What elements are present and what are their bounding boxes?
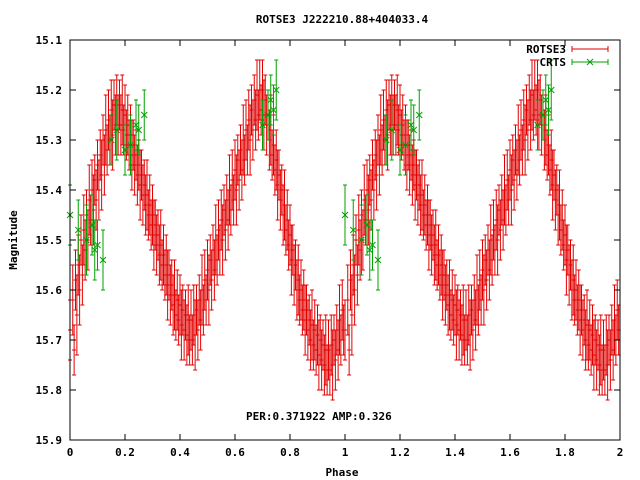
x-tick-label: 0.4 xyxy=(170,446,190,459)
data-point-crts xyxy=(547,59,555,121)
y-tick-label: 15.9 xyxy=(36,434,63,447)
data-point-rotse3 xyxy=(92,154,97,206)
data-point-crts xyxy=(402,114,409,176)
data-point-crts xyxy=(259,99,266,151)
data-point-crts xyxy=(542,74,550,126)
y-tick-label: 15.6 xyxy=(36,284,63,297)
x-axis-ticks: 0 0.2 0.4 0.6 0.8 1 1.2 1.4 1.6 1.8 2 xyxy=(67,40,624,459)
y-tick-label: 15.5 xyxy=(36,234,63,247)
data-point-crts xyxy=(113,99,121,161)
data-point-rotse3 xyxy=(187,314,192,366)
chart-title: ROTSE3 J222210.88+404033.4 xyxy=(256,13,429,26)
data-point-crts xyxy=(349,199,357,261)
data-point-rotse3 xyxy=(341,304,346,356)
data-point-crts xyxy=(267,74,275,126)
x-tick-label: 1 xyxy=(342,446,349,459)
y-tick-label: 15.8 xyxy=(36,384,63,397)
y-axis-label: Magnitude xyxy=(7,210,20,270)
data-point-rotse3 xyxy=(373,129,378,181)
legend: ROTSE3 CRTS xyxy=(526,43,609,69)
data-point-rotse3 xyxy=(347,324,352,376)
data-point-crts xyxy=(83,204,90,276)
legend-symbol-rotse3 xyxy=(571,46,609,52)
x-tick-label: 1.8 xyxy=(555,446,575,459)
period-amplitude-annotation: PER:0.371922 AMP:0.326 xyxy=(246,410,392,423)
data-point-crts xyxy=(415,89,423,141)
data-point-crts xyxy=(91,219,99,281)
data-point-rotse3 xyxy=(79,214,83,266)
x-tick-label: 0.2 xyxy=(115,446,135,459)
x-tick-label: 1.4 xyxy=(445,446,465,459)
data-point-rotse3 xyxy=(253,89,258,151)
data-point-crts xyxy=(363,194,371,256)
data-point-rotse3 xyxy=(103,94,108,166)
x-tick-label: 1.2 xyxy=(390,446,410,459)
plot-data xyxy=(66,59,621,401)
data-point-crts xyxy=(369,219,376,271)
data-point-crts xyxy=(410,104,418,156)
legend-label-crts: CRTS xyxy=(540,56,567,69)
data-point-rotse3 xyxy=(72,324,77,376)
data-point-crts xyxy=(99,229,107,291)
y-tick-label: 15.4 xyxy=(36,184,63,197)
data-point-crts xyxy=(534,99,541,151)
data-point-crts xyxy=(127,114,134,176)
data-point-rotse3 xyxy=(418,174,423,236)
data-point-crts xyxy=(135,104,143,156)
data-point-rotse3 xyxy=(311,319,316,371)
x-tick-label: 0.8 xyxy=(280,446,300,459)
data-point-rotse3 xyxy=(334,304,339,356)
data-point-crts xyxy=(270,84,277,136)
legend-symbol-crts xyxy=(571,58,609,66)
data-point-crts xyxy=(74,199,82,261)
data-point-crts xyxy=(264,89,272,141)
y-tick-label: 15.7 xyxy=(36,334,63,347)
data-point-crts xyxy=(358,204,365,276)
data-point-crts xyxy=(94,219,101,271)
data-point-rotse3 xyxy=(367,154,372,206)
data-point-rotse3 xyxy=(561,219,566,271)
data-point-rotse3 xyxy=(567,244,572,306)
data-point-rotse3 xyxy=(80,244,85,306)
data-point-crts xyxy=(272,59,280,121)
y-tick-label: 15.2 xyxy=(36,84,63,97)
data-point-crts xyxy=(88,194,96,256)
data-point-crts xyxy=(107,114,115,166)
data-point-rotse3 xyxy=(227,154,232,226)
data-point-crts xyxy=(407,99,415,151)
data-point-rotse3 xyxy=(70,264,75,336)
data-point-crts xyxy=(388,99,396,161)
series-rotse3 xyxy=(68,59,621,401)
data-point-crts xyxy=(366,219,374,281)
data-point-rotse3 xyxy=(167,249,171,301)
data-point-rotse3 xyxy=(206,254,211,326)
legend-label-rotse3: ROTSE3 xyxy=(526,43,566,56)
x-axis-label: Phase xyxy=(325,466,358,479)
data-point-rotse3 xyxy=(234,154,239,226)
data-point-crts xyxy=(132,99,140,151)
data-point-crts xyxy=(545,84,552,136)
data-point-crts xyxy=(382,114,390,166)
x-tick-label: 1.6 xyxy=(500,446,520,459)
data-point-crts xyxy=(374,229,382,291)
data-point-crts xyxy=(121,124,129,176)
x-tick-label: 0.6 xyxy=(225,446,245,459)
data-point-crts xyxy=(140,89,148,141)
y-tick-label: 15.3 xyxy=(36,134,63,147)
data-point-rotse3 xyxy=(220,204,225,276)
y-axis-ticks: 15.1 15.2 15.3 15.4 15.5 15.6 15.7 15.8 15.9 xyxy=(36,34,620,447)
data-point-crts xyxy=(539,89,547,141)
x-tick-label: 0 xyxy=(67,446,74,459)
data-point-rotse3 xyxy=(250,99,255,161)
data-point-rotse3 xyxy=(224,174,229,226)
data-point-crts xyxy=(341,184,349,246)
x-tick-label: 2 xyxy=(617,446,624,459)
data-point-crts xyxy=(396,124,404,176)
data-point-rotse3 xyxy=(572,274,577,326)
y-tick-label: 15.1 xyxy=(36,34,63,47)
